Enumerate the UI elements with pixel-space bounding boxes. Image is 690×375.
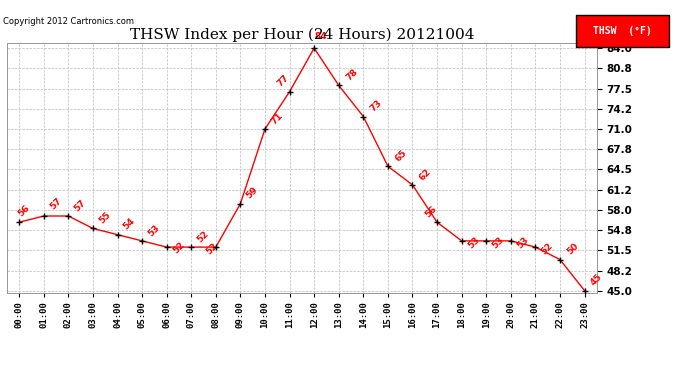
Text: THSW  (°F): THSW (°F) <box>593 26 652 36</box>
Text: 55: 55 <box>97 210 112 226</box>
Text: 52: 52 <box>195 229 210 244</box>
Text: 53: 53 <box>491 236 506 250</box>
Text: 84: 84 <box>314 32 327 41</box>
Text: 57: 57 <box>72 198 88 213</box>
Text: 77: 77 <box>276 74 291 89</box>
Text: 62: 62 <box>418 167 433 182</box>
Text: 52: 52 <box>205 242 220 257</box>
Text: 73: 73 <box>369 99 384 114</box>
Text: 78: 78 <box>344 68 359 82</box>
Text: 65: 65 <box>393 148 408 164</box>
Text: 52: 52 <box>540 242 555 257</box>
Text: 54: 54 <box>121 217 137 232</box>
Text: 45: 45 <box>589 273 604 288</box>
Text: 71: 71 <box>269 111 284 126</box>
Title: THSW Index per Hour (24 Hours) 20121004: THSW Index per Hour (24 Hours) 20121004 <box>130 28 474 42</box>
Text: 59: 59 <box>244 186 260 201</box>
Text: 57: 57 <box>48 196 63 212</box>
Text: Copyright 2012 Cartronics.com: Copyright 2012 Cartronics.com <box>3 17 135 26</box>
Text: 53: 53 <box>515 236 530 250</box>
Text: 53: 53 <box>146 223 161 238</box>
Text: 52: 52 <box>171 240 186 255</box>
Text: 56: 56 <box>423 204 438 219</box>
Text: 53: 53 <box>466 236 481 250</box>
Text: 50: 50 <box>566 242 581 257</box>
Text: 56: 56 <box>17 203 32 218</box>
